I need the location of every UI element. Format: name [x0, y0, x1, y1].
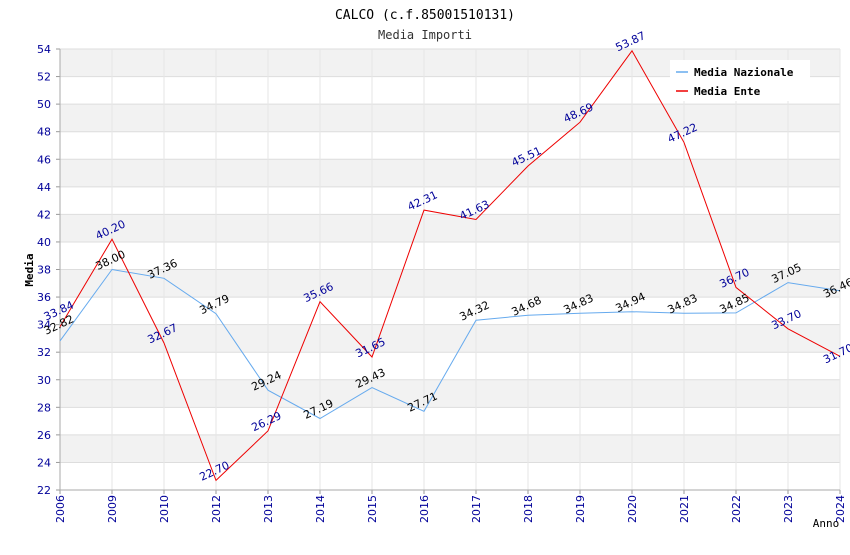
background-band: [60, 434, 840, 463]
background-band: [60, 379, 840, 408]
y-tick-label: 40: [37, 236, 51, 249]
legend-label: Media Nazionale: [694, 66, 794, 79]
y-axis-tick-labels: 22 24 26 28 30 32 34 36 38 40 42 44 46 48 50 52 54: [37, 43, 51, 497]
x-tick-label: 2021: [678, 495, 691, 523]
x-tick-label: 2014: [314, 495, 327, 523]
y-tick-label: 28: [37, 401, 51, 414]
y-tick-label: 38: [37, 264, 51, 277]
chart-title: CALCO (c.f.85001510131): [335, 8, 515, 23]
y-axis-label: Media: [23, 253, 36, 286]
series-lines: [59, 49, 841, 482]
y-tick-label: 30: [37, 374, 51, 387]
x-tick-label: 2017: [470, 495, 483, 523]
y-tick-label: 32: [37, 346, 51, 359]
legend-box: [670, 60, 810, 101]
y-tick-label: 36: [37, 291, 51, 304]
axes: [59, 49, 840, 491]
x-tick-label: 2023: [782, 495, 795, 523]
y-tick-label: 52: [37, 71, 51, 84]
data-label: 42.31: [405, 188, 439, 213]
x-tick-label: 2012: [210, 495, 223, 523]
x-tick-label: 2018: [522, 495, 535, 523]
x-tick-label: 2006: [54, 495, 67, 523]
background-band: [60, 214, 840, 242]
y-tick-label: 48: [37, 126, 51, 139]
x-tick-label: 2022: [730, 495, 743, 523]
y-tick-label: 24: [37, 456, 51, 469]
series-line-media-nazionale: [59, 268, 841, 420]
x-tick-label: 2009: [106, 495, 119, 523]
y-tick-label: 34: [37, 319, 51, 332]
data-label: 26.29: [249, 409, 283, 434]
background-band: [60, 269, 840, 298]
legend: Media Nazionale Media Ente: [670, 60, 810, 101]
background-band: [60, 159, 840, 187]
chart-subtitle: Media Importi: [378, 28, 472, 42]
gridlines: [56, 48, 841, 494]
x-tick-label: 2024: [834, 495, 847, 523]
y-tick-label: 50: [37, 98, 51, 111]
background-bands: [60, 49, 840, 463]
x-tick-label: 2013: [262, 495, 275, 523]
y-tick-label: 22: [37, 484, 51, 497]
series-line-media-ente: [59, 49, 841, 482]
background-band: [60, 104, 840, 132]
y-tick-label: 26: [37, 429, 51, 442]
x-tick-label: 2010: [158, 495, 171, 523]
x-axis-tick-labels: 2006 2009 2010 2012 2013 2014 2015 2016 2017 2018…: [54, 495, 847, 523]
x-tick-label: 2020: [626, 495, 639, 523]
y-tick-label: 46: [37, 153, 51, 166]
x-tick-label: 2016: [418, 495, 431, 523]
y-tick-label: 42: [37, 208, 51, 221]
y-tick-label: 54: [37, 43, 51, 56]
data-label: 34.32: [457, 298, 491, 323]
x-tick-label: 2015: [366, 495, 379, 523]
background-band: [60, 324, 840, 353]
y-tick-label: 44: [37, 181, 51, 194]
x-tick-label: 2019: [574, 495, 587, 523]
x-axis-label: Anno: [813, 517, 840, 530]
legend-label: Media Ente: [694, 85, 761, 98]
